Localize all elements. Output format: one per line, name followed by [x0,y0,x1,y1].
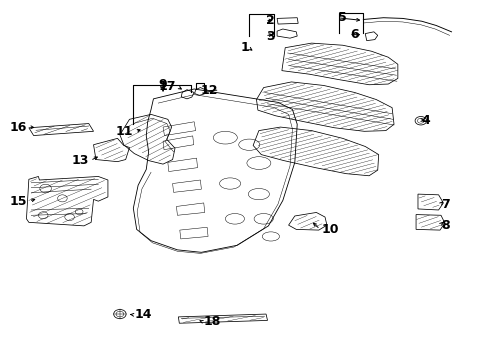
Text: 18: 18 [203,315,221,328]
Text: 12: 12 [200,84,218,96]
Text: 2: 2 [265,14,274,27]
Text: 11: 11 [116,125,133,138]
Text: 14: 14 [134,308,151,321]
Text: 15: 15 [9,195,27,208]
Text: 4: 4 [421,113,429,126]
Text: 9: 9 [159,78,167,91]
Text: 7: 7 [440,198,449,211]
Text: 1: 1 [240,41,249,54]
Text: 3: 3 [265,30,274,42]
Text: 13: 13 [71,154,89,167]
Text: 17: 17 [159,80,176,93]
Text: 8: 8 [440,219,448,231]
Text: 10: 10 [321,223,338,236]
Text: 16: 16 [10,121,27,134]
Text: 6: 6 [349,28,358,41]
Text: 5: 5 [337,11,346,24]
